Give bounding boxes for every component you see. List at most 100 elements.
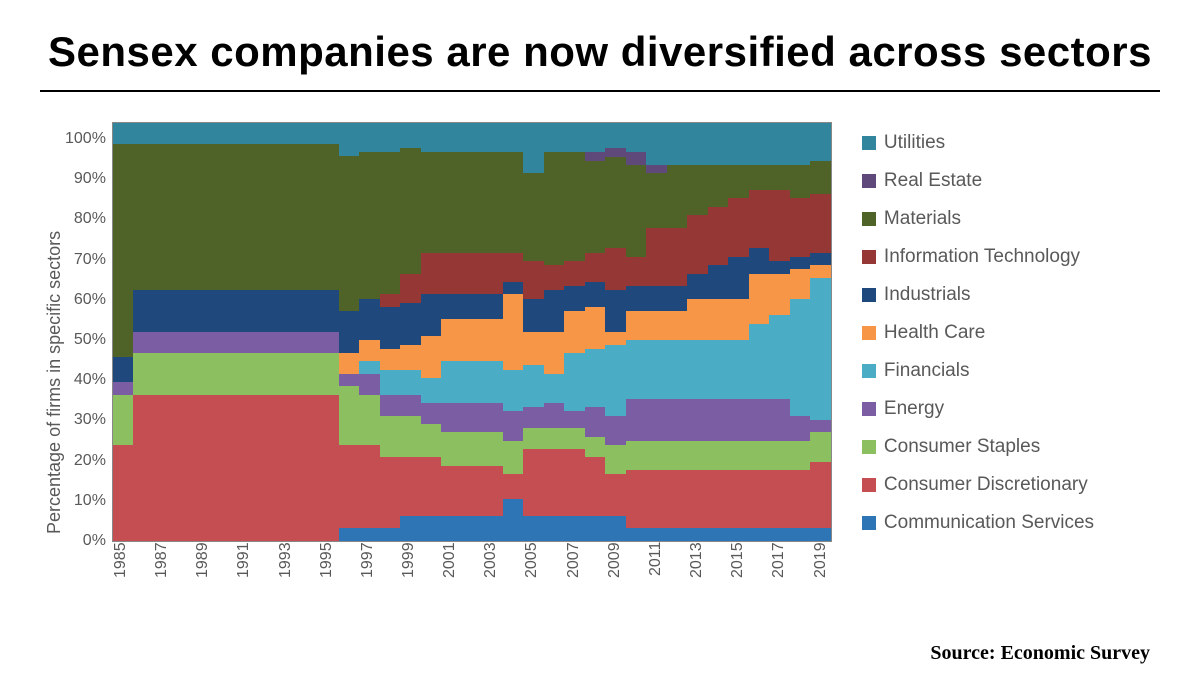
segment-fin (790, 299, 811, 416)
segment-comm (667, 528, 688, 541)
legend-label: Health Care (884, 322, 985, 344)
x-tick (379, 542, 400, 592)
segment-cdisc (646, 470, 667, 529)
segment-mat (113, 144, 134, 357)
segment-energy (236, 332, 257, 353)
segment-comm (462, 516, 483, 541)
segment-re (626, 152, 647, 165)
y-tick: 30% (65, 411, 106, 429)
segment-energy (380, 395, 401, 416)
segment-cdisc (154, 395, 175, 541)
segment-util (728, 123, 749, 165)
segment-mat (400, 148, 421, 273)
segment-util (503, 123, 524, 152)
year-column (605, 123, 626, 541)
year-column (687, 123, 708, 541)
year-column (790, 123, 811, 541)
segment-mat (462, 152, 483, 252)
segment-indus (421, 294, 442, 336)
segment-comm (380, 528, 401, 541)
legend-swatch (862, 478, 876, 492)
segment-comm (749, 528, 770, 541)
segment-util (257, 123, 278, 144)
segment-mat (380, 152, 401, 294)
y-axis-label: Percentage of firms in specific sectors (40, 122, 65, 592)
segment-mat (790, 165, 811, 198)
segment-health (605, 332, 626, 345)
segment-cdisc (564, 449, 585, 516)
segment-re (646, 165, 667, 173)
segment-energy (113, 382, 134, 395)
segment-fin (359, 361, 380, 374)
x-tick (791, 542, 812, 592)
segment-energy (195, 332, 216, 353)
x-tick: 2007 (565, 542, 586, 592)
segment-energy (482, 403, 503, 432)
year-column (216, 123, 237, 541)
segment-energy (605, 416, 626, 445)
segment-cstap (462, 432, 483, 465)
x-tick (338, 542, 359, 592)
segment-util (646, 123, 667, 165)
segment-mat (318, 144, 339, 290)
segment-cstap (277, 353, 298, 395)
segment-health (380, 349, 401, 370)
year-column (236, 123, 257, 541)
segment-mat (728, 165, 749, 198)
segment-indus (810, 253, 831, 266)
segment-util (236, 123, 257, 144)
x-tick (133, 542, 154, 592)
segment-util (482, 123, 503, 152)
legend-swatch (862, 136, 876, 150)
x-tick (462, 542, 483, 592)
y-tick: 70% (65, 251, 106, 269)
segment-mat (236, 144, 257, 290)
segment-mat (174, 144, 195, 290)
legend-item-comm: Communication Services (862, 512, 1094, 534)
segment-health (790, 269, 811, 298)
year-column (257, 123, 278, 541)
segment-indus (154, 290, 175, 332)
segment-mat (523, 173, 544, 261)
segment-cdisc (708, 470, 729, 529)
segment-cdisc (441, 466, 462, 516)
x-tick: 1987 (153, 542, 174, 592)
year-column (503, 123, 524, 541)
segment-indus (769, 261, 790, 274)
segment-it (687, 215, 708, 274)
legend-label: Industrials (884, 284, 971, 306)
segment-health (462, 319, 483, 361)
segment-comm (769, 528, 790, 541)
segment-it (585, 253, 606, 282)
x-tick: 2009 (606, 542, 627, 592)
segment-cstap (810, 432, 831, 461)
segment-indus (318, 290, 339, 332)
year-column (154, 123, 175, 541)
segment-fin (523, 365, 544, 407)
segment-energy (564, 411, 585, 428)
x-tick: 1999 (400, 542, 421, 592)
year-column (523, 123, 544, 541)
segment-mat (687, 165, 708, 215)
segment-energy (728, 399, 749, 441)
x-tick: 2013 (688, 542, 709, 592)
segment-util (154, 123, 175, 144)
y-tick: 0% (65, 532, 106, 550)
year-column (626, 123, 647, 541)
x-tick: 1995 (318, 542, 339, 592)
segment-cdisc (810, 462, 831, 529)
segment-util (667, 123, 688, 165)
year-column (728, 123, 749, 541)
segment-util (298, 123, 319, 144)
x-tick: 2011 (647, 542, 668, 592)
segment-cstap (503, 441, 524, 474)
year-column (564, 123, 585, 541)
segment-cstap (216, 353, 237, 395)
segment-re (605, 148, 626, 156)
segment-it (462, 253, 483, 295)
segment-cstap (133, 353, 154, 395)
legend-label: Consumer Discretionary (884, 474, 1088, 496)
segment-cdisc (482, 466, 503, 516)
segment-cstap (257, 353, 278, 395)
y-tick: 60% (65, 291, 106, 309)
